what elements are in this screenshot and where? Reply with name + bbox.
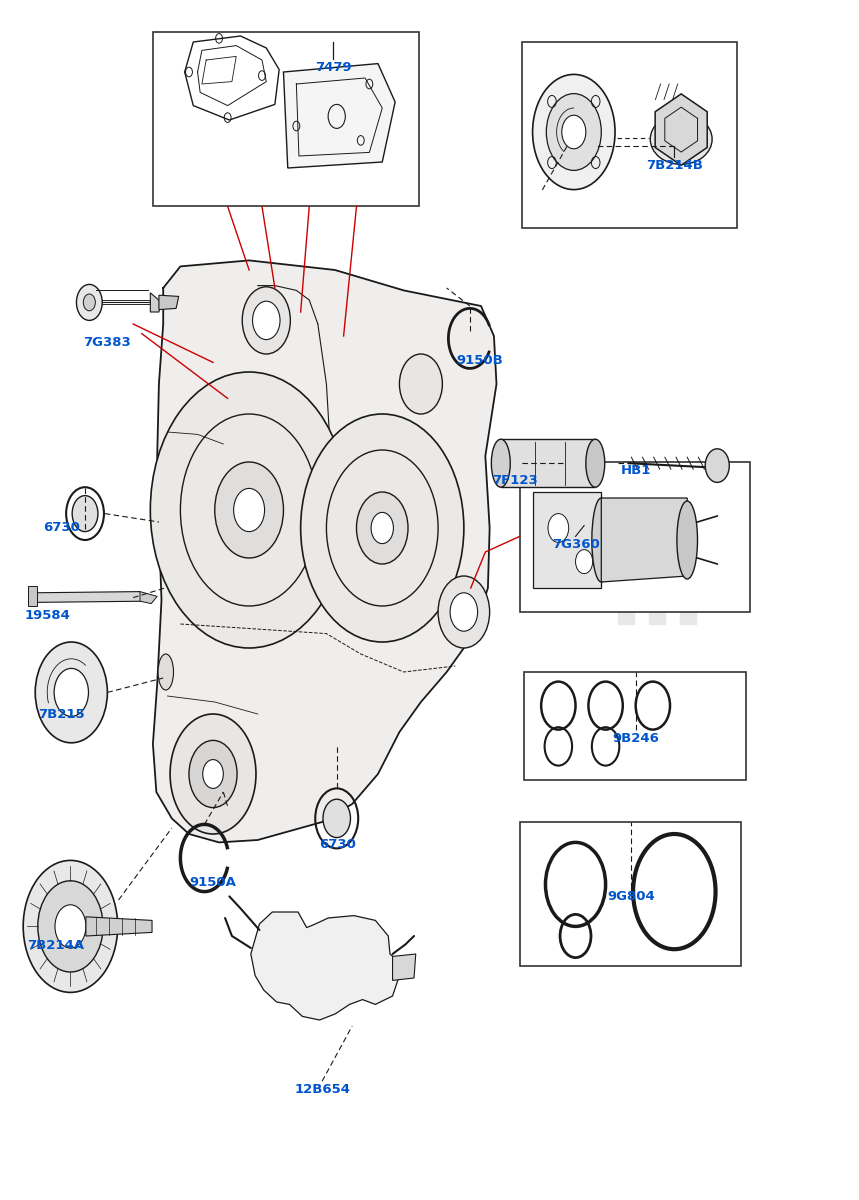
Text: 6730: 6730 xyxy=(320,839,356,851)
Bar xyxy=(649,559,665,581)
Circle shape xyxy=(705,449,729,482)
Text: 7B214B: 7B214B xyxy=(646,160,703,172)
Polygon shape xyxy=(283,64,395,168)
Bar xyxy=(649,516,665,538)
Circle shape xyxy=(203,760,223,788)
Polygon shape xyxy=(501,439,595,487)
Ellipse shape xyxy=(491,439,510,487)
Text: 7F123: 7F123 xyxy=(492,474,539,486)
Bar xyxy=(618,559,634,581)
Polygon shape xyxy=(159,295,179,310)
Bar xyxy=(680,559,696,581)
Bar xyxy=(696,494,711,516)
Circle shape xyxy=(371,512,393,544)
Circle shape xyxy=(242,287,290,354)
Bar xyxy=(696,538,711,559)
Bar xyxy=(520,822,741,966)
Circle shape xyxy=(72,496,98,532)
Circle shape xyxy=(76,284,102,320)
Ellipse shape xyxy=(677,502,698,578)
Bar xyxy=(680,602,696,624)
Polygon shape xyxy=(601,498,687,582)
Polygon shape xyxy=(251,912,399,1020)
Text: 12B654: 12B654 xyxy=(294,1084,350,1096)
Bar xyxy=(634,538,649,559)
Bar xyxy=(522,42,737,228)
Bar xyxy=(665,494,680,516)
Circle shape xyxy=(533,74,615,190)
Ellipse shape xyxy=(158,654,174,690)
Text: 9B246: 9B246 xyxy=(612,732,659,744)
Bar xyxy=(634,494,649,516)
Text: 7G360: 7G360 xyxy=(551,539,600,551)
Polygon shape xyxy=(86,917,152,936)
Circle shape xyxy=(170,714,256,834)
Text: 7G383: 7G383 xyxy=(83,336,131,348)
Text: 7479: 7479 xyxy=(315,61,351,73)
Circle shape xyxy=(399,354,442,414)
Circle shape xyxy=(23,860,118,992)
Text: SCI: SCI xyxy=(202,481,468,623)
Text: 6730: 6730 xyxy=(44,522,80,534)
Bar xyxy=(524,672,746,780)
Polygon shape xyxy=(153,260,497,842)
Circle shape xyxy=(38,881,103,972)
Text: 9G804: 9G804 xyxy=(607,890,655,902)
Circle shape xyxy=(234,488,265,532)
Circle shape xyxy=(55,905,86,948)
Circle shape xyxy=(450,593,478,631)
Circle shape xyxy=(215,462,283,558)
Text: 19584: 19584 xyxy=(24,610,70,622)
Polygon shape xyxy=(150,293,161,312)
Circle shape xyxy=(150,372,348,648)
Bar xyxy=(665,538,680,559)
Circle shape xyxy=(189,740,237,808)
Bar xyxy=(618,602,634,624)
Text: HB1: HB1 xyxy=(620,464,651,476)
Ellipse shape xyxy=(592,498,611,582)
Polygon shape xyxy=(393,954,416,980)
Circle shape xyxy=(301,414,464,642)
Bar xyxy=(520,462,750,612)
Bar xyxy=(696,581,711,602)
Text: 9150A: 9150A xyxy=(190,876,236,888)
Ellipse shape xyxy=(650,114,712,164)
Circle shape xyxy=(253,301,280,340)
Polygon shape xyxy=(655,94,707,166)
Circle shape xyxy=(35,642,107,743)
Circle shape xyxy=(438,576,490,648)
Bar xyxy=(634,581,649,602)
Circle shape xyxy=(83,294,95,311)
Circle shape xyxy=(546,94,601,170)
Text: 7B214A: 7B214A xyxy=(27,940,84,952)
Circle shape xyxy=(356,492,408,564)
Bar xyxy=(665,581,680,602)
Ellipse shape xyxy=(586,439,605,487)
Polygon shape xyxy=(533,492,601,588)
Bar xyxy=(680,516,696,538)
Circle shape xyxy=(54,668,88,716)
Circle shape xyxy=(323,799,350,838)
Circle shape xyxy=(548,514,569,542)
Bar xyxy=(153,32,419,206)
Polygon shape xyxy=(140,592,157,604)
Polygon shape xyxy=(28,586,37,606)
Circle shape xyxy=(562,115,586,149)
Text: 7B215: 7B215 xyxy=(39,708,85,720)
Text: 9150B: 9150B xyxy=(456,354,503,366)
Polygon shape xyxy=(33,592,144,602)
Text: c: c xyxy=(320,630,350,678)
Bar xyxy=(649,602,665,624)
Circle shape xyxy=(576,550,593,574)
Bar xyxy=(618,516,634,538)
